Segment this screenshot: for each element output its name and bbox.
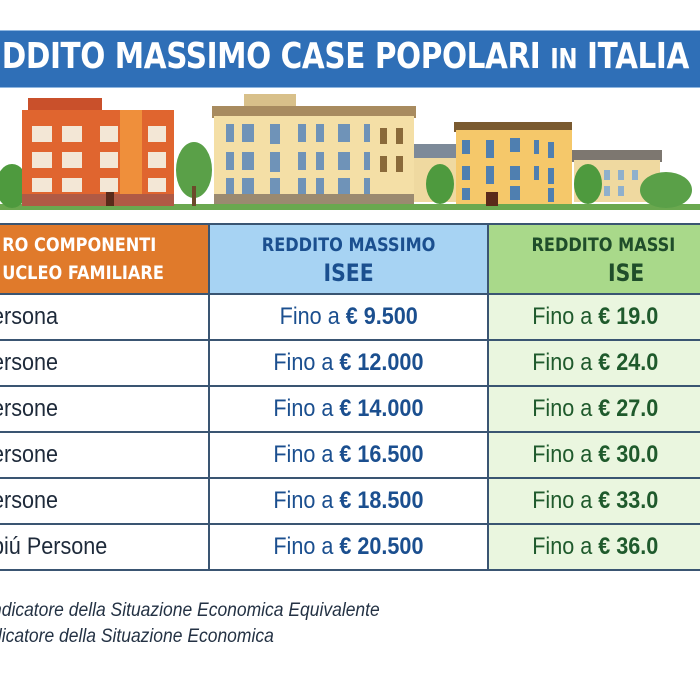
isee-prefix: Fino a bbox=[273, 349, 340, 376]
ise-cell: Fino a € 33.0 bbox=[486, 477, 700, 525]
ise-amount: € 24.0 bbox=[598, 349, 659, 376]
ise-prefix: Fino a bbox=[532, 349, 599, 376]
footnotes: ndicatore della Situazione Economica Equ… bbox=[0, 598, 413, 650]
ise-cell: Fino a € 19.0 bbox=[486, 293, 700, 341]
isee-amount: € 16.500 bbox=[339, 441, 424, 468]
isee-amount: € 12.000 bbox=[339, 349, 424, 376]
yellow-apartment-building-icon bbox=[454, 122, 572, 206]
page-title: EDDITO MASSIMO CASE POPOLARI IN ITALIA bbox=[0, 36, 689, 77]
ise-cell: Fino a € 27.0 bbox=[486, 385, 700, 433]
footnote-ise: dicatore della Situazione Economica bbox=[0, 626, 274, 647]
header-left-line1: RO COMPONENTI bbox=[2, 234, 157, 256]
ise-prefix: Fino a bbox=[532, 441, 599, 468]
ise-prefix: Fino a bbox=[532, 303, 599, 330]
table-row: ersone Fino a € 12.000 Fino a € 24.0 bbox=[0, 339, 700, 387]
isee-prefix: Fino a bbox=[273, 441, 340, 468]
header-ise-line2: ISE bbox=[607, 259, 645, 287]
members-cell: ersone bbox=[0, 385, 210, 433]
members-text: ersona bbox=[0, 303, 59, 330]
members-text: ersone bbox=[0, 349, 59, 376]
table-header-row: RO COMPONENTI UCLEO FAMILIARE REDDITO MA… bbox=[0, 223, 700, 295]
ise-prefix: Fino a bbox=[532, 533, 599, 560]
ise-prefix: Fino a bbox=[532, 395, 599, 422]
ise-cell: Fino a € 30.0 bbox=[486, 431, 700, 479]
ise-amount: € 33.0 bbox=[598, 487, 659, 514]
members-text: ersone bbox=[0, 487, 59, 514]
isee-cell: Fino a € 20.500 bbox=[207, 523, 489, 571]
title-main: EDDITO MASSIMO CASE POPOLARI bbox=[0, 36, 551, 77]
isee-amount: € 9.500 bbox=[345, 303, 418, 330]
members-cell: ersone bbox=[0, 431, 210, 479]
ise-prefix: Fino a bbox=[532, 487, 599, 514]
members-cell: ersone bbox=[0, 339, 210, 387]
isee-prefix: Fino a bbox=[273, 487, 340, 514]
isee-cell: Fino a € 12.000 bbox=[207, 339, 489, 387]
isee-cell: Fino a € 14.000 bbox=[207, 385, 489, 433]
isee-cell: Fino a € 18.500 bbox=[207, 477, 489, 525]
header-isee: REDDITO MASSIMO ISEE bbox=[207, 223, 489, 295]
ise-amount: € 19.0 bbox=[598, 303, 659, 330]
members-text: piú Persone bbox=[0, 533, 108, 560]
title-small-word: IN bbox=[550, 42, 578, 75]
table-row: piú Persone Fino a € 20.500 Fino a € 36.… bbox=[0, 523, 700, 571]
header-household-members: RO COMPONENTI UCLEO FAMILIARE bbox=[0, 223, 210, 295]
tree-icon bbox=[0, 164, 28, 208]
ise-amount: € 30.0 bbox=[598, 441, 659, 468]
buildings-illustration bbox=[0, 94, 700, 210]
isee-amount: € 20.500 bbox=[339, 533, 424, 560]
orange-apartment-building-icon bbox=[22, 98, 174, 206]
members-text: ersone bbox=[0, 395, 59, 422]
title-banner: EDDITO MASSIMO CASE POPOLARI IN ITALIA bbox=[0, 30, 700, 88]
header-isee-line2: ISEE bbox=[323, 259, 374, 287]
table-row: ersone Fino a € 14.000 Fino a € 27.0 bbox=[0, 385, 700, 433]
header-left-line2: UCLEO FAMILIARE bbox=[2, 262, 164, 284]
isee-cell: Fino a € 16.500 bbox=[207, 431, 489, 479]
title-end: ITALIA bbox=[577, 36, 689, 77]
ise-amount: € 27.0 bbox=[598, 395, 659, 422]
income-limits-table: RO COMPONENTI UCLEO FAMILIARE REDDITO MA… bbox=[0, 223, 700, 571]
beige-apartment-building-icon bbox=[212, 94, 416, 204]
header-ise-line1: REDDITO MASSI bbox=[531, 234, 676, 256]
header-ise: REDDITO MASSI ISE bbox=[486, 223, 700, 295]
ise-cell: Fino a € 24.0 bbox=[486, 339, 700, 387]
isee-cell: Fino a € 9.500 bbox=[207, 293, 489, 341]
members-cell: ersona bbox=[0, 293, 210, 341]
isee-prefix: Fino a bbox=[273, 533, 340, 560]
isee-amount: € 18.500 bbox=[339, 487, 424, 514]
members-cell: ersone bbox=[0, 477, 210, 525]
table-row: ersone Fino a € 16.500 Fino a € 30.0 bbox=[0, 431, 700, 479]
isee-prefix: Fino a bbox=[273, 395, 340, 422]
members-text: ersone bbox=[0, 441, 59, 468]
ise-amount: € 36.0 bbox=[598, 533, 659, 560]
table-row: ersone Fino a € 18.500 Fino a € 33.0 bbox=[0, 477, 700, 525]
isee-amount: € 14.000 bbox=[339, 395, 424, 422]
footnote-isee: ndicatore della Situazione Economica Equ… bbox=[0, 600, 380, 621]
members-cell: piú Persone bbox=[0, 523, 210, 571]
table-row: ersona Fino a € 9.500 Fino a € 19.0 bbox=[0, 293, 700, 341]
header-isee-line1: REDDITO MASSIMO bbox=[261, 234, 436, 256]
isee-prefix: Fino a bbox=[279, 303, 346, 330]
ise-cell: Fino a € 36.0 bbox=[486, 523, 700, 571]
